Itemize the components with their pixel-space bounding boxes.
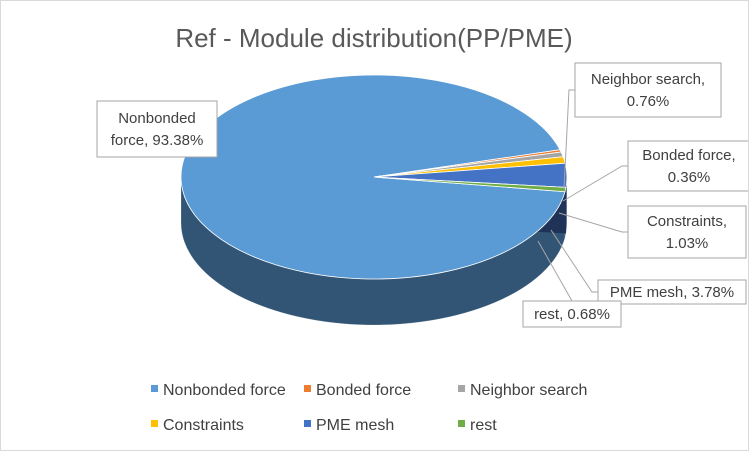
data-label-text: rest, 0.68% (534, 306, 610, 323)
data-label-text: Neighbor search, (591, 71, 705, 88)
data-label-text: Constraints, (647, 213, 727, 230)
legend-label: PME mesh (316, 417, 394, 434)
legend-item-rest: rest (458, 417, 497, 434)
slice-nonbonded-force (180, 74, 566, 280)
data-label-rest: rest, 0.68% (522, 300, 622, 328)
data-label-box (96, 100, 218, 158)
legend-label: Nonbonded force (163, 382, 286, 399)
legend-swatch (304, 420, 311, 427)
leader-line-neighbor-search (563, 89, 575, 190)
data-label-box (627, 205, 747, 259)
data-label-text: 0.76% (627, 93, 670, 110)
data-label-constraints: Constraints, 1.03% (627, 205, 747, 259)
data-label-text: force, 93.38% (111, 132, 204, 149)
legend: Nonbonded force Bonded force Neighbor sear… (151, 382, 587, 434)
data-label-text: 0.36% (668, 169, 711, 186)
legend-swatch (458, 420, 465, 427)
data-labels: Nonbonded force, 93.38% Neighbor search, 0.… (96, 62, 748, 328)
data-label-text: 1.03% (666, 235, 709, 252)
legend-item-constraints: Constraints (151, 417, 244, 434)
data-label-text: Bonded force, (642, 147, 735, 164)
data-label-bonded-force: Bonded force, 0.36% (627, 140, 748, 192)
data-label-neighbor-search: Neighbor search, 0.76% (574, 62, 722, 118)
data-label-box (627, 140, 748, 192)
leader-line-rest (537, 240, 573, 302)
data-label-box (574, 62, 722, 118)
legend-label: Constraints (163, 417, 244, 434)
leader-line-bonded-force (562, 165, 628, 202)
leader-line-constraints (558, 212, 628, 233)
legend-label: Bonded force (316, 382, 411, 399)
leader-line-pme-mesh (550, 229, 598, 293)
legend-label: rest (470, 417, 497, 434)
leader-lines (537, 89, 628, 302)
legend-item-pme-mesh: PME mesh (304, 417, 394, 434)
chart-title: Ref - Module distribution(PP/PME) (175, 23, 572, 53)
pie-slices (180, 74, 568, 280)
legend-swatch (458, 385, 465, 392)
data-label-text: Nonbonded (118, 110, 196, 127)
legend-item-bonded-force: Bonded force (304, 382, 411, 399)
legend-item-nonbonded-force: Nonbonded force (151, 382, 286, 399)
data-label-nonbonded-force: Nonbonded force, 93.38% (96, 100, 218, 158)
data-label-box (597, 279, 747, 305)
legend-label: Neighbor search (470, 382, 587, 399)
legend-swatch (151, 420, 158, 427)
legend-swatch (151, 385, 158, 392)
legend-swatch (304, 385, 311, 392)
data-label-box (522, 300, 622, 328)
data-label-text: PME mesh, 3.78% (610, 284, 734, 301)
slice-rest (373, 176, 567, 193)
data-label-pme-mesh: PME mesh, 3.78% (597, 279, 747, 305)
legend-item-neighbor-search: Neighbor search (458, 382, 587, 399)
